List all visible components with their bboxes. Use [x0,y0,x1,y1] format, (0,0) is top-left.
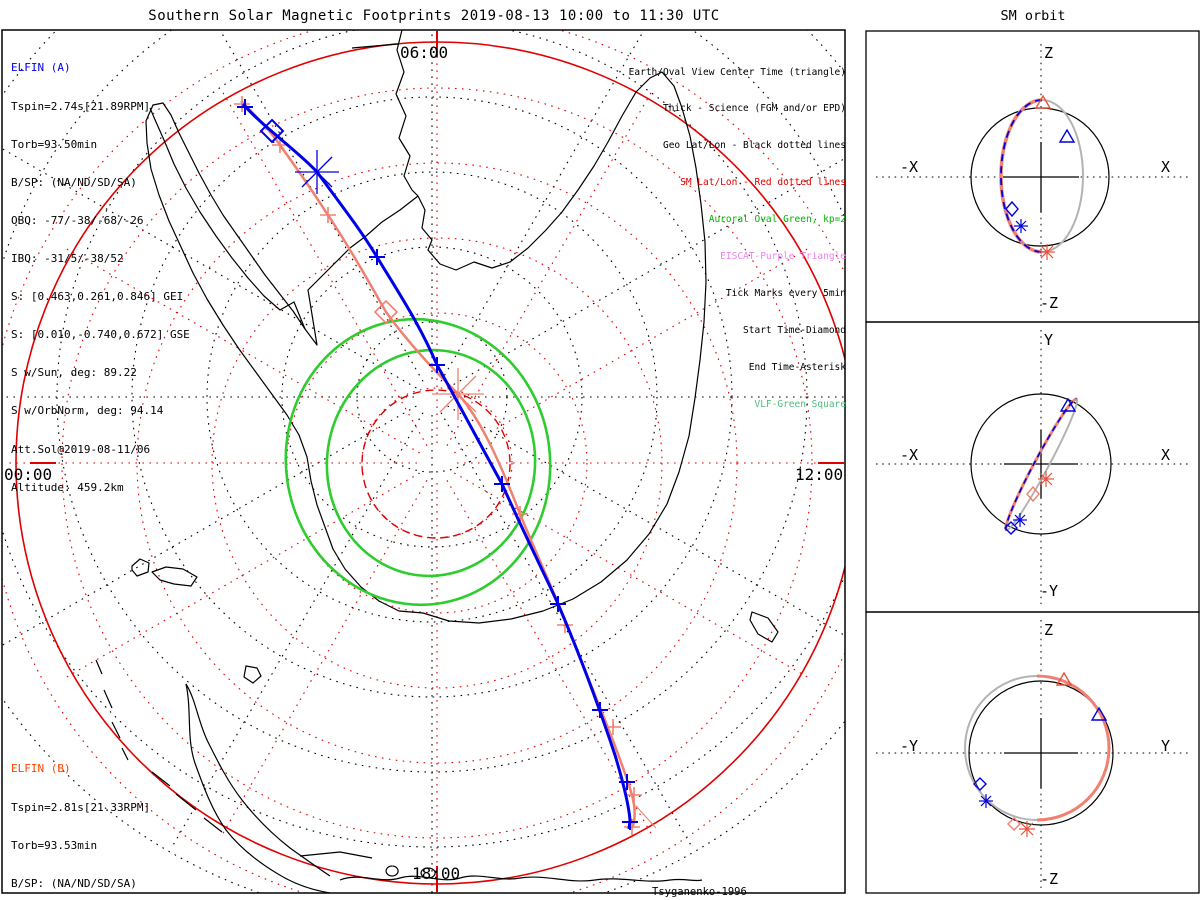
elfin-b-start-diamond [373,299,399,325]
map-border [1,29,846,894]
legend-line: SM Lat/Lon - Red dotted lines [680,177,846,189]
info-line: S w/Sun, deg: 89.22 [11,366,137,380]
sm-orbit-panel-xy [865,321,1200,613]
sm-clock-label-1800: 18:00 [412,864,461,883]
elfin-a-title: ELFIN (A) [11,61,71,75]
axis-label: Y [1161,737,1171,755]
credits: Tsyganenko-1996 Created: Wed Jan 25 13:4… [652,859,861,900]
elfin-a-track [237,99,638,830]
info-line: S w/OrbNorm, deg: 94.14 [11,404,164,418]
sm-clock-label-1200: 12:00 [795,465,844,484]
end-asterisk-a [1014,219,1028,233]
end-asterisk-a [979,794,993,808]
elfin-b-title: ELFIN (B) [11,762,71,776]
map-legend: Earth/Oval View Center Time (triangle) T… [629,42,846,423]
info-line: Torb=93.50min [11,137,98,151]
legend-line: EISCAT-Purple Triangle [720,251,846,263]
info-line: Torb=93.53min [11,838,98,852]
axis-label: -Z [1040,294,1059,312]
legend-line: End Time-Asterisk [748,361,846,373]
axis-label: Y [1044,331,1054,349]
end-asterisk-a [1013,513,1027,527]
info-line: B/SP: (NA/ND/SD/SA) [11,175,137,189]
start-diamond-b [1007,817,1021,831]
start-diamond-b [1026,485,1040,503]
axis-label: Z [1044,44,1054,62]
end-asterisk-b [1038,471,1054,487]
center-time-triangle-b [1055,671,1073,686]
center-time-triangle-b [1034,94,1052,109]
info-line: IBQ: -31/5/-38/52 [11,251,124,265]
info-line: Altitude: 459.2km [11,480,124,494]
axis-label: X [1161,158,1171,176]
sm-clock-label-0000: 00:00 [4,465,53,484]
axis-label: -X [900,158,919,176]
info-line: B/SP: (NA/ND/SD/SA) [11,876,137,890]
axis-label: Z [1044,621,1054,639]
sm-clock-label-0600: 06:00 [400,43,449,62]
info-line: Att.Sol@2019-08-11/06 [11,442,151,456]
elfin-a-info-box: ELFIN (A) Tspin=2.74s[21.89RPM] Torb=93.… [11,37,190,507]
axis-label: -Y [900,737,919,755]
legend-line: Tick Marks every 5min [725,287,846,299]
info-line: Tspin=2.74s[21.89RPM] [11,99,151,113]
elfin-b-orbit-arc [1036,674,1111,822]
info-line: S: [0.463,0.261,0.846] GEI [11,290,184,304]
start-diamond-a [973,777,987,791]
geo-grid [2,30,845,893]
elfin-b-info-box: ELFIN (B) Tspin=2.81s[21.33RPM] Torb=93.… [11,738,190,900]
axis-label: X [1161,446,1171,464]
end-asterisk-b [1019,821,1035,837]
legend-line: Auroral Oval-Green, kp=2 [708,214,846,226]
elfin-a-start-diamond [259,118,285,144]
sm-grid [2,30,845,893]
elfin-a-orbit-arc [1005,398,1077,531]
legend-line: Geo Lat/Lon - Black dotted lines [662,140,846,152]
axis-label: -X [900,446,919,464]
auroral-oval [284,317,552,607]
axis-label: -Y [1040,582,1059,600]
sm-orbit-title: SM orbit [1000,8,1066,24]
elfin-a-end-asterisk [295,150,339,194]
center-time-triangle-a [1059,397,1077,412]
legend-line: VLF-Green Square [754,398,846,410]
legend-line: Earth/Oval View Center Time (triangle) [628,66,846,78]
end-asterisk-b [1039,244,1055,260]
axis-label: -Z [1040,870,1059,888]
elfin-a-5min-ticks [237,99,638,830]
info-line: Tspin=2.81s[21.33RPM] [11,800,151,814]
elfin-b-orbit-arc [999,98,1043,254]
orbit-unlit-arc [1041,99,1084,253]
legend-line: Start Time-Diamond [743,324,846,336]
legend-line: Thick - Science (FGM and/or EPD) [662,103,846,115]
info-line: OBQ: -77/-38/-68/-26 [11,213,144,227]
info-line: S: [0.010,-0.740,0.672] GSE [11,328,190,342]
model-credit: Tsyganenko-1996 [652,886,747,898]
orbit-unlit-arc [964,675,1038,821]
center-time-triangle-a [1090,706,1108,721]
center-time-triangle-a [1058,128,1076,143]
figure-title: Southern Solar Magnetic Footprints 2019-… [148,8,720,24]
sm-orbit-panel-yz [865,611,1200,894]
start-diamond-a [1005,200,1019,218]
start-diamond-a [1004,521,1018,535]
